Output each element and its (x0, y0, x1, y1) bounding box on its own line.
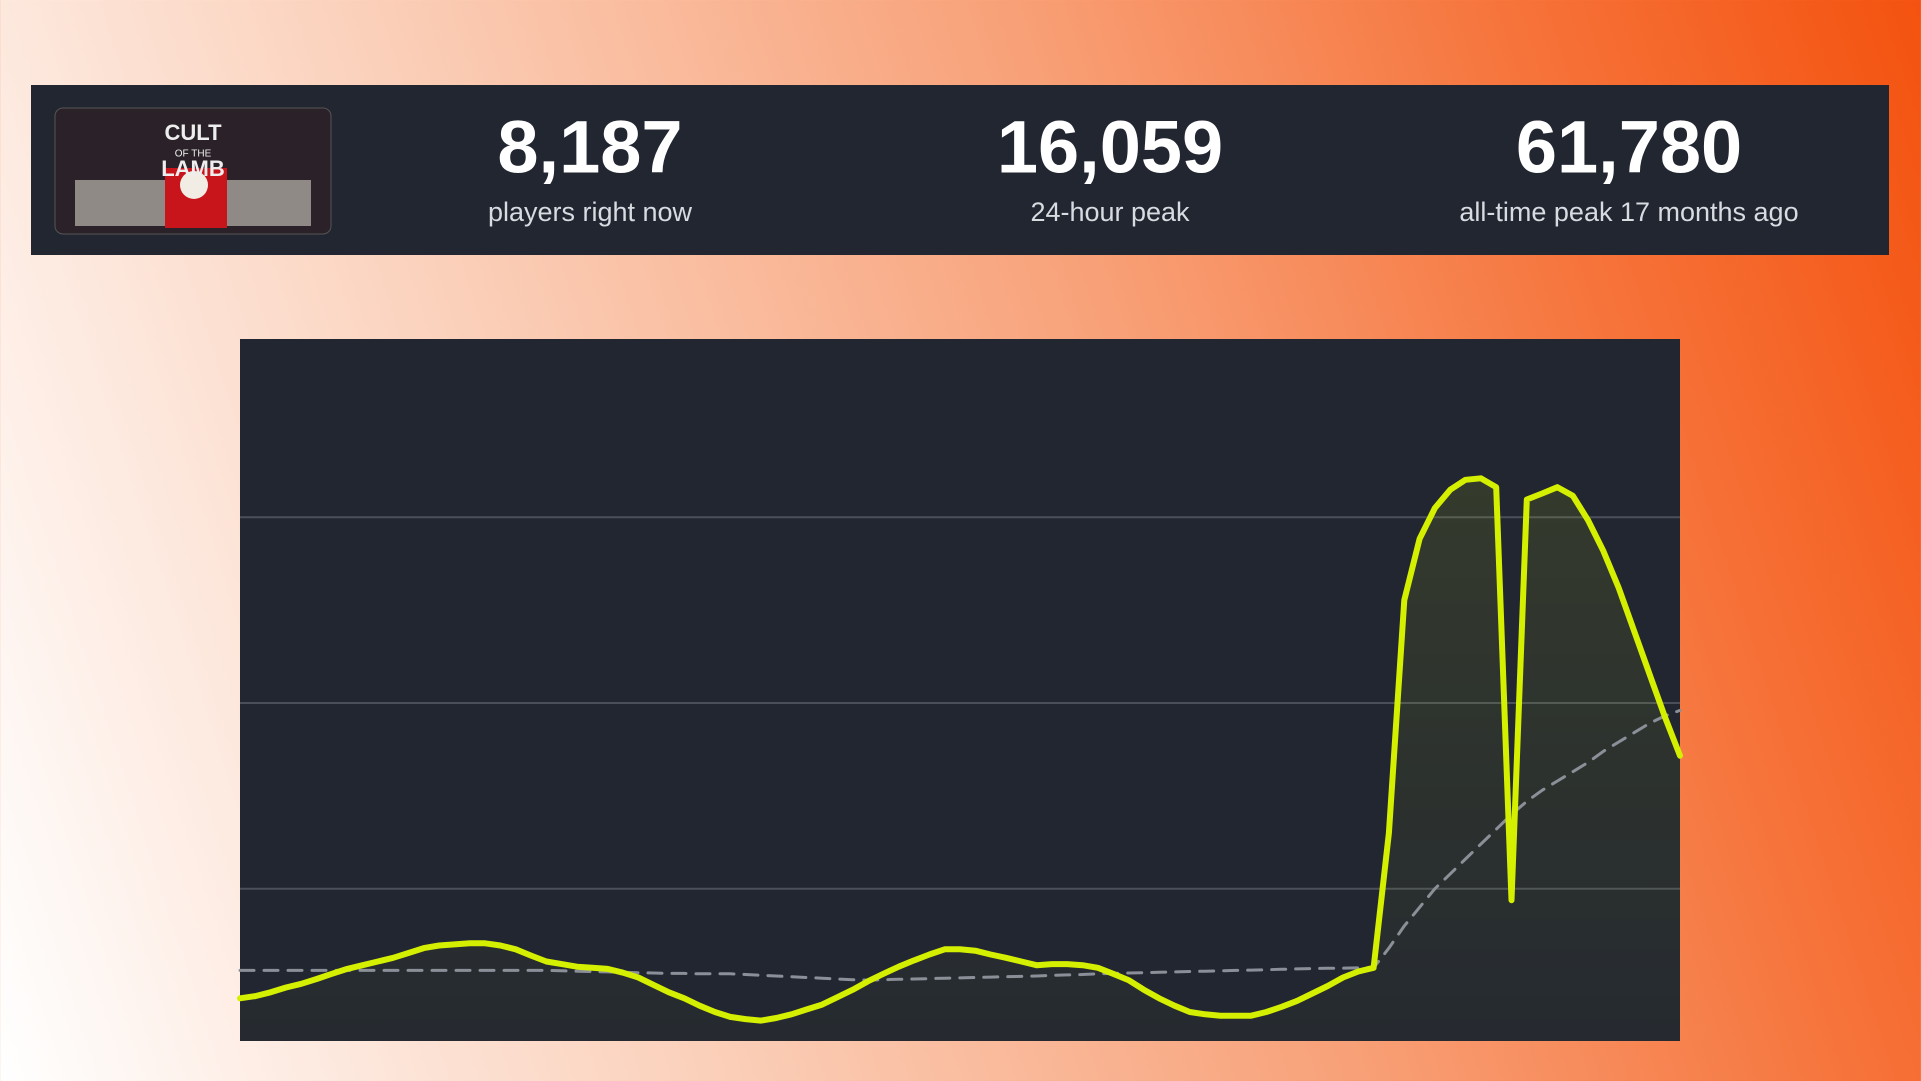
stats: 8,187 players right now 16,059 24-hour peak… (488, 106, 1799, 228)
player-line (237, 475, 1683, 1024)
chart (237, 475, 1683, 1041)
stat-label: all-time peak 17 months ago (1459, 197, 1798, 227)
logo-top: CULT (164, 120, 222, 145)
game-logo: CULT OF THE LAMB (54, 107, 332, 235)
logo-bottom: LAMB (161, 156, 225, 181)
line-area (240, 478, 1680, 1041)
stat-value: 8,187 (497, 106, 682, 189)
stats-bar (31, 85, 1889, 255)
stat-value: 16,059 (997, 106, 1223, 189)
stat-label: players right now (488, 197, 693, 227)
stat-value: 61,780 (1516, 106, 1742, 189)
stat-label: 24-hour peak (1030, 197, 1190, 227)
logo-middle: OF THE (175, 149, 212, 160)
trend-line (238, 708, 1682, 982)
